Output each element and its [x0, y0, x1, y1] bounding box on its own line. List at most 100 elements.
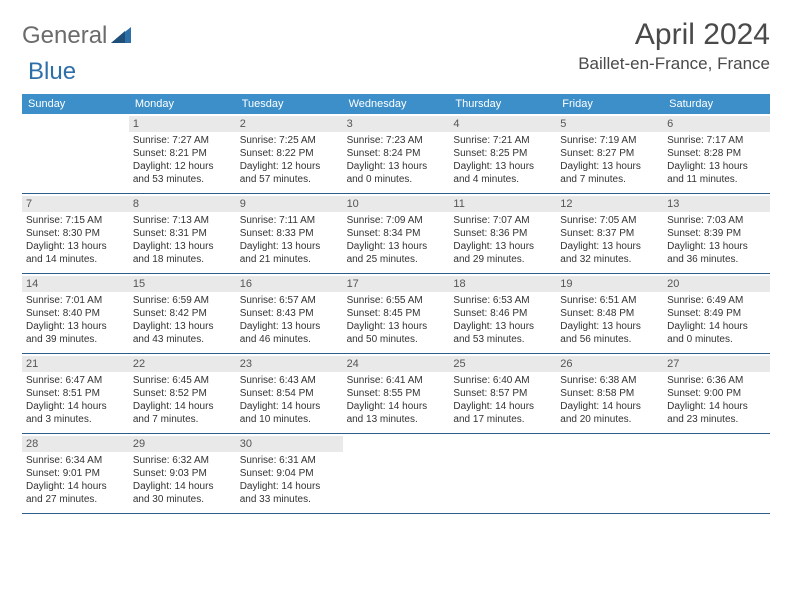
sunset-line: Sunset: 9:04 PM: [240, 467, 339, 480]
daylight-line: Daylight: 14 hours and 0 minutes.: [667, 320, 766, 346]
weekday-header: Saturday: [663, 94, 770, 114]
day-number: 2: [236, 116, 343, 132]
day-number: 25: [449, 356, 556, 372]
day-number: 20: [663, 276, 770, 292]
day-number: 30: [236, 436, 343, 452]
sunset-line: Sunset: 8:31 PM: [133, 227, 232, 240]
day-cell: [449, 434, 556, 514]
sunset-line: Sunset: 8:39 PM: [667, 227, 766, 240]
daylight-line: Daylight: 14 hours and 13 minutes.: [347, 400, 446, 426]
day-number: 27: [663, 356, 770, 372]
sunset-line: Sunset: 8:51 PM: [26, 387, 125, 400]
day-number: 14: [22, 276, 129, 292]
brand-name-b: Blue: [28, 58, 76, 86]
sunset-line: Sunset: 9:03 PM: [133, 467, 232, 480]
day-cell: 9Sunrise: 7:11 AMSunset: 8:33 PMDaylight…: [236, 194, 343, 274]
sunrise-line: Sunrise: 6:31 AM: [240, 454, 339, 467]
day-cell: 26Sunrise: 6:38 AMSunset: 8:58 PMDayligh…: [556, 354, 663, 434]
daylight-line: Daylight: 14 hours and 23 minutes.: [667, 400, 766, 426]
sunset-line: Sunset: 8:28 PM: [667, 147, 766, 160]
day-number: 13: [663, 196, 770, 212]
sunrise-line: Sunrise: 7:15 AM: [26, 214, 125, 227]
day-cell: 19Sunrise: 6:51 AMSunset: 8:48 PMDayligh…: [556, 274, 663, 354]
daylight-line: Daylight: 12 hours and 57 minutes.: [240, 160, 339, 186]
sunset-line: Sunset: 8:42 PM: [133, 307, 232, 320]
sunset-line: Sunset: 8:43 PM: [240, 307, 339, 320]
weekday-header: Friday: [556, 94, 663, 114]
day-number: 3: [343, 116, 450, 132]
sunrise-line: Sunrise: 6:55 AM: [347, 294, 446, 307]
day-cell: 23Sunrise: 6:43 AMSunset: 8:54 PMDayligh…: [236, 354, 343, 434]
sunset-line: Sunset: 8:24 PM: [347, 147, 446, 160]
sunrise-line: Sunrise: 6:41 AM: [347, 374, 446, 387]
weekday-header: Thursday: [449, 94, 556, 114]
sunrise-line: Sunrise: 7:25 AM: [240, 134, 339, 147]
daylight-line: Daylight: 13 hours and 11 minutes.: [667, 160, 766, 186]
day-number: 6: [663, 116, 770, 132]
day-cell: 28Sunrise: 6:34 AMSunset: 9:01 PMDayligh…: [22, 434, 129, 514]
sunset-line: Sunset: 8:30 PM: [26, 227, 125, 240]
day-cell: 10Sunrise: 7:09 AMSunset: 8:34 PMDayligh…: [343, 194, 450, 274]
sunset-line: Sunset: 8:57 PM: [453, 387, 552, 400]
day-cell: 8Sunrise: 7:13 AMSunset: 8:31 PMDaylight…: [129, 194, 236, 274]
sunset-line: Sunset: 8:36 PM: [453, 227, 552, 240]
sunset-line: Sunset: 8:45 PM: [347, 307, 446, 320]
day-cell: 24Sunrise: 6:41 AMSunset: 8:55 PMDayligh…: [343, 354, 450, 434]
day-number: 16: [236, 276, 343, 292]
day-cell: [556, 434, 663, 514]
day-cell: 1Sunrise: 7:27 AMSunset: 8:21 PMDaylight…: [129, 114, 236, 194]
day-cell: 4Sunrise: 7:21 AMSunset: 8:25 PMDaylight…: [449, 114, 556, 194]
daylight-line: Daylight: 14 hours and 3 minutes.: [26, 400, 125, 426]
day-number: 10: [343, 196, 450, 212]
sunset-line: Sunset: 8:21 PM: [133, 147, 232, 160]
day-number: 17: [343, 276, 450, 292]
day-number: 19: [556, 276, 663, 292]
sunset-line: Sunset: 8:54 PM: [240, 387, 339, 400]
day-cell: [663, 434, 770, 514]
day-number: 5: [556, 116, 663, 132]
sunrise-line: Sunrise: 7:19 AM: [560, 134, 659, 147]
brand-logo: General: [22, 22, 131, 50]
sunset-line: Sunset: 8:33 PM: [240, 227, 339, 240]
sunrise-line: Sunrise: 7:03 AM: [667, 214, 766, 227]
sunrise-line: Sunrise: 6:32 AM: [133, 454, 232, 467]
day-number: 21: [22, 356, 129, 372]
weekday-header: Monday: [129, 94, 236, 114]
sunrise-line: Sunrise: 6:59 AM: [133, 294, 232, 307]
daylight-line: Daylight: 13 hours and 0 minutes.: [347, 160, 446, 186]
sunrise-line: Sunrise: 6:43 AM: [240, 374, 339, 387]
month-title: April 2024: [578, 18, 770, 52]
sunrise-line: Sunrise: 6:40 AM: [453, 374, 552, 387]
day-cell: 18Sunrise: 6:53 AMSunset: 8:46 PMDayligh…: [449, 274, 556, 354]
day-cell: 12Sunrise: 7:05 AMSunset: 8:37 PMDayligh…: [556, 194, 663, 274]
daylight-line: Daylight: 13 hours and 39 minutes.: [26, 320, 125, 346]
day-cell: 30Sunrise: 6:31 AMSunset: 9:04 PMDayligh…: [236, 434, 343, 514]
day-cell: 7Sunrise: 7:15 AMSunset: 8:30 PMDaylight…: [22, 194, 129, 274]
daylight-line: Daylight: 13 hours and 50 minutes.: [347, 320, 446, 346]
daylight-line: Daylight: 14 hours and 17 minutes.: [453, 400, 552, 426]
day-cell: 14Sunrise: 7:01 AMSunset: 8:40 PMDayligh…: [22, 274, 129, 354]
day-number: 11: [449, 196, 556, 212]
location-label: Baillet-en-France, France: [578, 54, 770, 74]
day-number: 8: [129, 196, 236, 212]
day-number: 12: [556, 196, 663, 212]
sunrise-line: Sunrise: 7:13 AM: [133, 214, 232, 227]
daylight-line: Daylight: 14 hours and 20 minutes.: [560, 400, 659, 426]
sunrise-line: Sunrise: 7:23 AM: [347, 134, 446, 147]
weekday-header: Tuesday: [236, 94, 343, 114]
sunset-line: Sunset: 8:37 PM: [560, 227, 659, 240]
day-cell: 13Sunrise: 7:03 AMSunset: 8:39 PMDayligh…: [663, 194, 770, 274]
sunset-line: Sunset: 8:27 PM: [560, 147, 659, 160]
calendar-grid: SundayMondayTuesdayWednesdayThursdayFrid…: [22, 94, 770, 514]
sunset-line: Sunset: 8:52 PM: [133, 387, 232, 400]
daylight-line: Daylight: 13 hours and 29 minutes.: [453, 240, 552, 266]
sunrise-line: Sunrise: 6:49 AM: [667, 294, 766, 307]
day-number: 28: [22, 436, 129, 452]
sunrise-line: Sunrise: 6:57 AM: [240, 294, 339, 307]
sunrise-line: Sunrise: 7:11 AM: [240, 214, 339, 227]
daylight-line: Daylight: 13 hours and 46 minutes.: [240, 320, 339, 346]
daylight-line: Daylight: 14 hours and 7 minutes.: [133, 400, 232, 426]
day-number: 7: [22, 196, 129, 212]
daylight-line: Daylight: 13 hours and 7 minutes.: [560, 160, 659, 186]
sunrise-line: Sunrise: 6:47 AM: [26, 374, 125, 387]
